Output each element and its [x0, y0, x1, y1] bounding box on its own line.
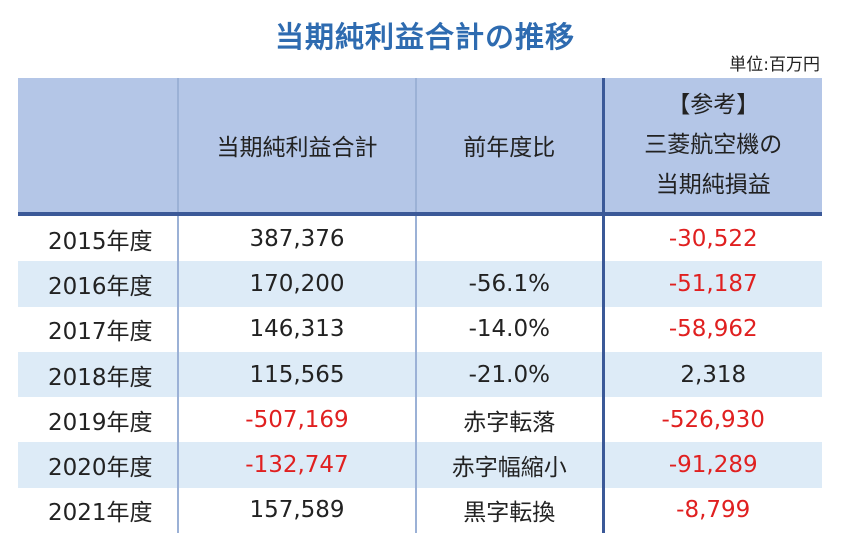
header-year — [18, 78, 178, 216]
total-cell: -507,169 — [177, 397, 416, 443]
ratio-cell: 赤字転落 — [415, 397, 603, 443]
ratio-cell: -14.0% — [415, 306, 603, 352]
year-cell: 2019年度 — [48, 409, 153, 436]
ratio-cell: -21.0% — [415, 351, 603, 398]
header-ratio: 前年度比 — [415, 78, 603, 216]
year-cell: 2021年度 — [48, 500, 153, 527]
header-note-line: 【参考】 — [667, 92, 760, 118]
year-cell: 2017年度 — [48, 319, 153, 346]
mitsubishi-cell: -30,522 — [601, 214, 822, 262]
ratio-cell: -56.1% — [415, 261, 603, 307]
total-cell: -132,747 — [177, 442, 416, 488]
year-cell: 2016年度 — [18, 261, 178, 307]
table-header: 当期純利益合計 前年度比 【参考】 三菱航空機の 当期純損益 — [18, 78, 822, 216]
header-note-line: 当期純損益 — [655, 172, 771, 198]
mitsubishi-cell: -91,289 — [601, 442, 822, 488]
header-mitsubishi: 【参考】 三菱航空機の 当期純損益 — [601, 78, 822, 216]
year-cell: 2018年度 — [18, 351, 178, 398]
table-row: 2015年度 387,376 -30,522 — [18, 214, 822, 262]
ratio-cell — [415, 214, 603, 262]
header-row: 当期純利益合計 前年度比 【参考】 三菱航空機の 当期純損益 — [18, 78, 822, 216]
table-row: 2019年度 -507,169 赤字転落 -526,930 — [18, 397, 822, 443]
total-cell: 157,589 — [177, 487, 416, 534]
total-cell: 387,376 — [177, 214, 416, 262]
ratio-cell: 赤字幅縮小 — [415, 442, 603, 488]
mitsubishi-cell: -51,187 — [601, 261, 822, 307]
table-body: 2015年度 387,376 -30,522 2016年度 170,200 -56.1% -… — [18, 214, 822, 534]
table-row: 2017年度 146,313 -14.0% -58,962 — [18, 306, 822, 352]
ratio-cell: 黒字転換 — [415, 487, 603, 534]
mitsubishi-cell: -526,930 — [601, 397, 822, 443]
profit-table-container: 当期純利益合計 前年度比 【参考】 三菱航空機の 当期純損益 2015年度 387… — [18, 78, 822, 534]
total-cell: 115,565 — [177, 351, 416, 398]
table-row: 2020年度 -132,747 赤字幅縮小 -91,289 — [18, 442, 822, 488]
table-row: 2018年度 115,565 -21.0% 2,318 — [18, 351, 822, 398]
header-total: 当期純利益合計 — [177, 78, 416, 216]
year-cell: 2020年度 — [18, 442, 178, 488]
total-cell: 146,313 — [177, 306, 416, 352]
mitsubishi-cell: 2,318 — [601, 351, 822, 398]
unit-label: 単位:百万円 — [729, 55, 820, 75]
header-note-line: 三菱航空機の — [644, 132, 783, 158]
table-row: 2016年度 170,200 -56.1% -51,187 — [18, 261, 822, 307]
profit-table: 当期純利益合計 前年度比 【参考】 三菱航空機の 当期純損益 2015年度 387… — [18, 78, 822, 534]
mitsubishi-cell: -8,799 — [601, 487, 822, 534]
page-title: 当期純利益合計の推移 — [274, 20, 575, 54]
table-row: 2021年度 157,589 黒字転換 -8,799 — [18, 487, 822, 534]
total-cell: 170,200 — [177, 261, 416, 307]
year-cell: 2015年度 — [48, 228, 153, 255]
mitsubishi-cell: -58,962 — [601, 306, 822, 352]
